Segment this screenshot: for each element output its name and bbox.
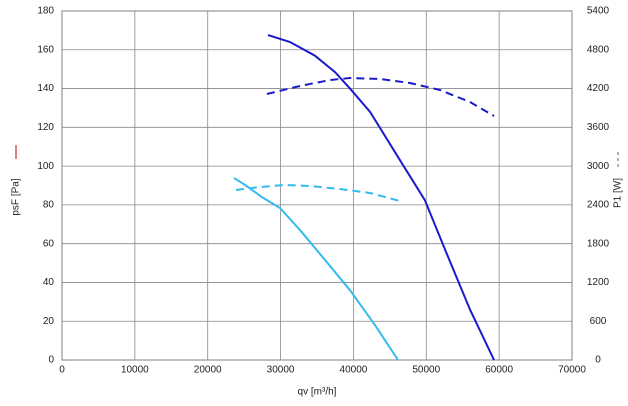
y-tick-label: 80 (43, 200, 55, 211)
x-tick-label: 30000 (267, 365, 295, 376)
y2-tick-label: 4200 (587, 83, 610, 94)
y2-axis-title: P1 [W] (613, 151, 624, 208)
x-tick-label: 40000 (340, 365, 368, 376)
y2-tick-label: 1200 (587, 277, 610, 288)
series-line (235, 183, 401, 202)
y-tick-label: 160 (37, 44, 54, 55)
y-axis-title: psF [Pa] (11, 145, 22, 216)
x-tick-label: 0 (59, 365, 65, 376)
series-line (267, 34, 495, 361)
y2-axis-label: P1 [W] (613, 178, 624, 208)
y-tick-label: 140 (37, 83, 54, 94)
x-axis-label: qv [m³/h] (298, 387, 337, 398)
x-tick-label: 10000 (121, 365, 149, 376)
y-tick-label: 40 (43, 277, 55, 288)
y2-tick-label: 2400 (587, 200, 610, 211)
y2-tick-label: 3600 (587, 122, 610, 133)
y-tick-label: 0 (48, 355, 54, 366)
y2-tick-label: 0 (595, 355, 601, 366)
y-tick-label: 60 (43, 238, 55, 249)
x-tick-label: 60000 (485, 365, 513, 376)
y-tick-label: 180 (37, 6, 54, 17)
plot-area (61, 10, 573, 361)
series-line (266, 77, 495, 117)
y2-tick-label: 1800 (587, 238, 610, 249)
y-tick-label: 120 (37, 122, 54, 133)
y2-tick-label: 5400 (587, 6, 610, 17)
y-tick-label: 100 (37, 161, 54, 172)
y-tick-label: 20 (43, 316, 55, 327)
x-tick-label: 70000 (558, 365, 586, 376)
y2-tick-label: 3000 (587, 161, 610, 172)
x-tick-label: 20000 (194, 365, 222, 376)
y-axis-label: psF [Pa] (11, 178, 22, 215)
y2-tick-label: 600 (590, 316, 607, 327)
y2-tick-label: 4800 (587, 44, 610, 55)
x-tick-label: 50000 (412, 365, 440, 376)
